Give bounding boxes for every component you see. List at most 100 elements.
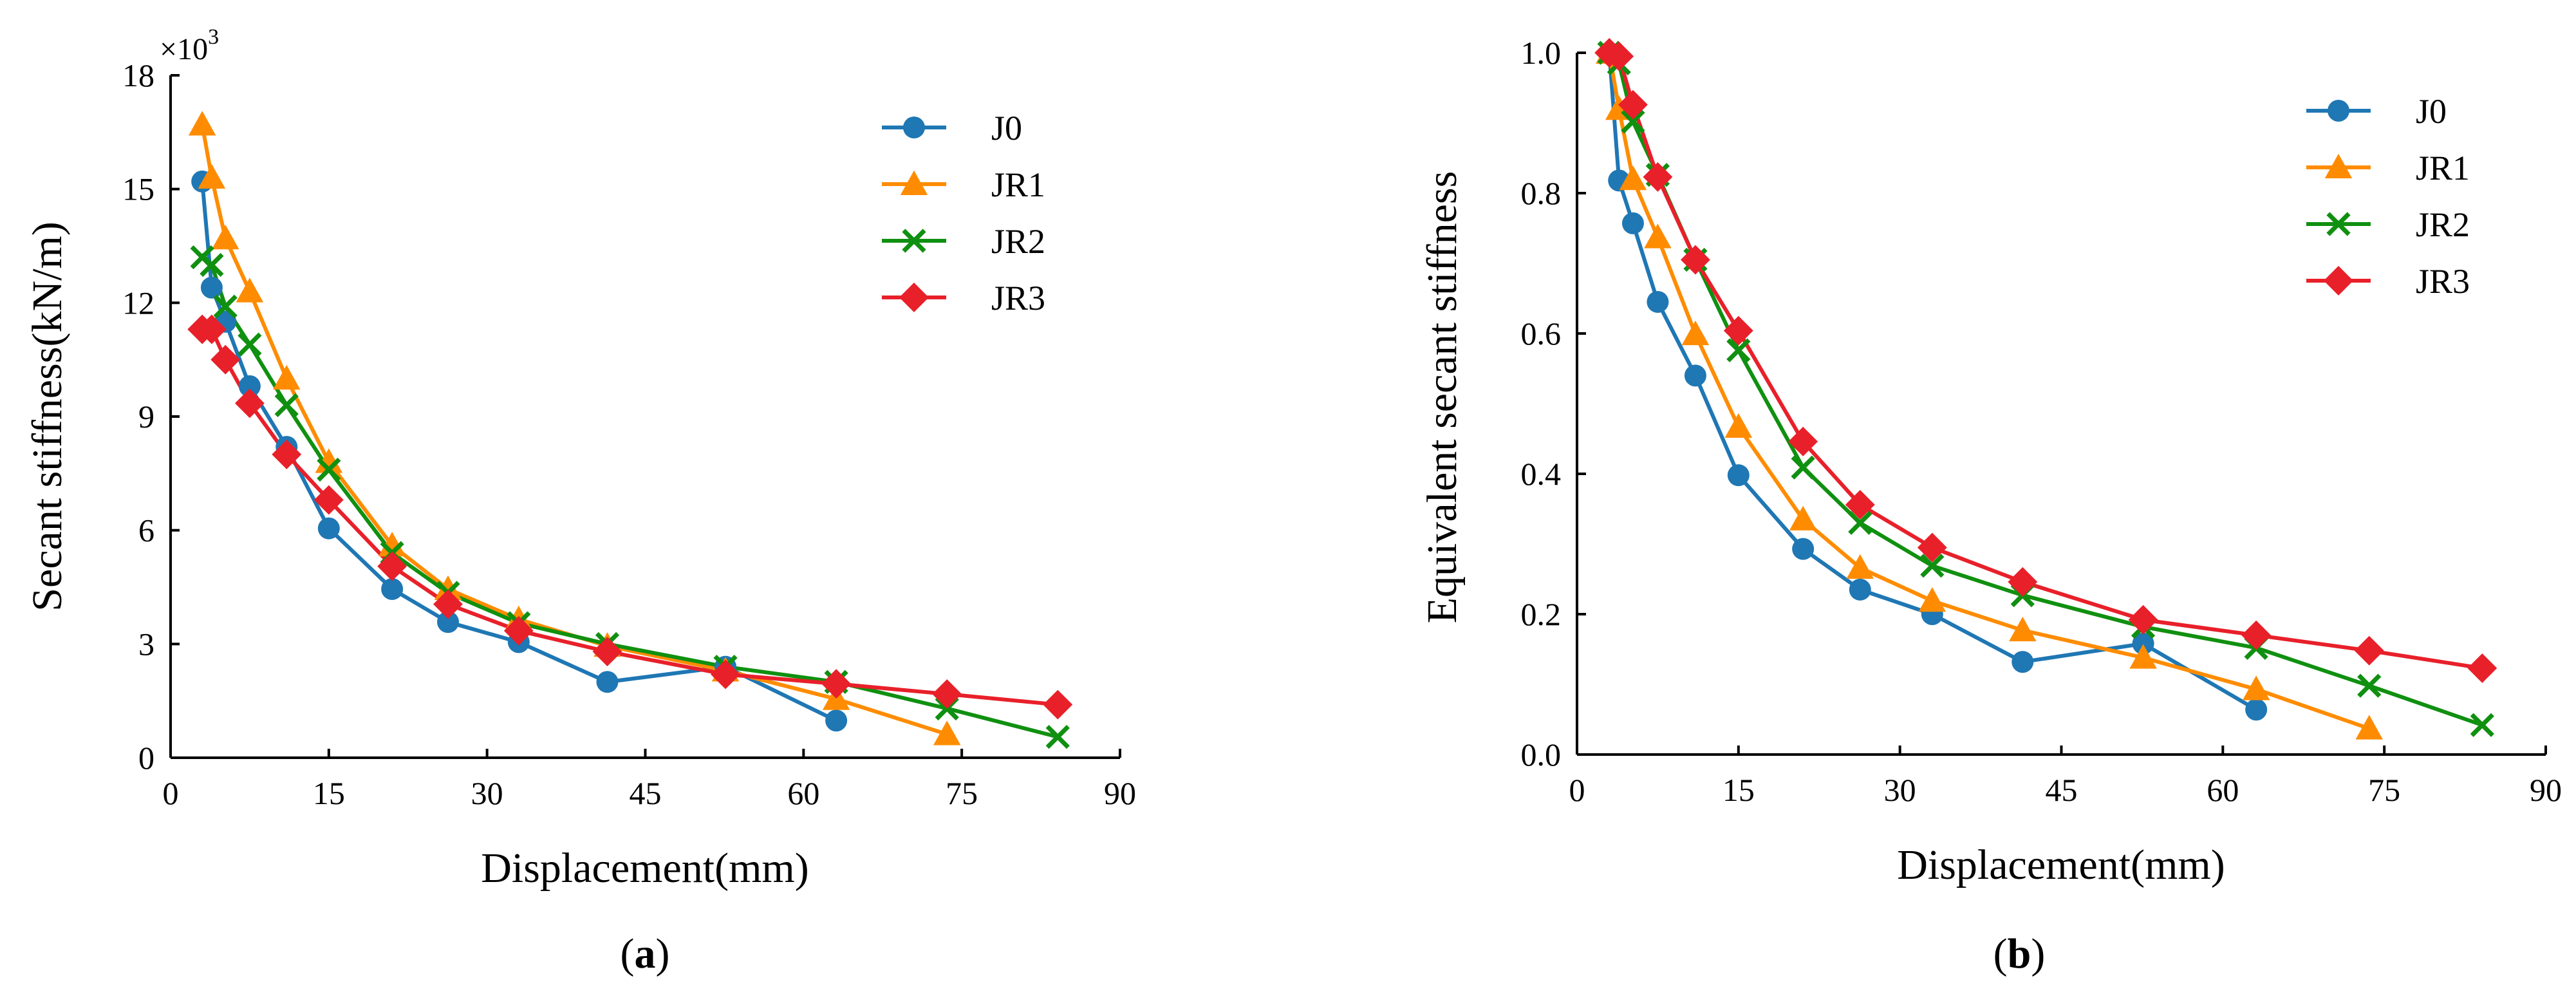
- panel-a-legend-jr3-marker: [899, 283, 929, 312]
- panel-b-series-jr3-point: [1618, 89, 1648, 120]
- panel-b-legend-jr2-label: JR2: [2416, 205, 2470, 244]
- panel-a-y-tick-label: 6: [138, 512, 154, 549]
- panel-a-legend-jr1-label: JR1: [991, 165, 1045, 204]
- panel-a-series-jr3-point: [433, 589, 463, 619]
- panel-b-x-tick-label: 60: [2207, 772, 2239, 808]
- panel-b-series-layer: [1594, 38, 2497, 740]
- panel-b-series-jr1-point: [1846, 554, 1874, 579]
- panel-b-series-jr3-point: [1643, 162, 1673, 192]
- panel-b-caption: (b): [1993, 930, 2046, 977]
- panel-b-series-jr1-point: [2009, 616, 2037, 642]
- panel-b-x-tick-label: 0: [1569, 772, 1585, 808]
- panel-a-series-jr3-point: [1043, 690, 1073, 720]
- panel-b-series-jr3-point: [2128, 605, 2158, 635]
- panel-a-series-j0-point: [825, 709, 848, 732]
- panel-b-series-j0-point: [1727, 464, 1750, 487]
- panel-b-y-tick-label: 0.0: [1521, 736, 1562, 773]
- panel-a-multiplier-base: ×10: [160, 32, 208, 66]
- panel-b-legend-jr3-label: JR3: [2416, 262, 2470, 301]
- panel-b-y-tick-label: 0.6: [1521, 315, 1562, 352]
- panel-b-series-j0-point: [2245, 699, 2268, 721]
- panel-b-series-jr1-point: [2355, 715, 2384, 740]
- panel-a-y-tick-label: 15: [122, 171, 154, 207]
- panel-b-legend-jr1-marker: [2324, 153, 2353, 178]
- panel-b-y-tick-label: 0.8: [1521, 175, 1562, 211]
- panel-a-caption-letter: a: [635, 930, 656, 977]
- panel-a-series-jr3-point: [932, 679, 962, 709]
- panel-a-series-layer: [187, 111, 1073, 749]
- panel-b-equivalent-secant-stiffness: 0 15 30 45 60 75 90 0.0 0.2 0.4 0.6 0.8 1.0 Displace…: [1419, 35, 2562, 977]
- panel-a-series-j0-point: [381, 577, 404, 600]
- panel-b-x-axis-title: Displacement(mm): [1897, 841, 2225, 888]
- panel-a-series-jr1-point: [211, 224, 239, 250]
- panel-a-y-axis-title: Secant stiffness(kN/m): [24, 221, 71, 612]
- panel-a-series-jr1-point: [933, 720, 961, 746]
- panel-a-series-jr2-point: [213, 294, 238, 319]
- panel-b-x-tick-label: 90: [2530, 772, 2562, 808]
- panel-a-series-jr2-point: [317, 457, 341, 482]
- panel-a-ticks: 0 15 30 45 60 75 90 0 3 6 9 12 15 18: [122, 57, 1136, 811]
- panel-a-y-multiplier: ×103: [160, 25, 219, 66]
- panel-a-y-tick-label: 3: [138, 626, 154, 662]
- panel-a-legend-jr1-marker: [900, 170, 928, 195]
- panel-a-x-axis-title: Displacement(mm): [481, 845, 809, 892]
- panel-b-legend-jr3-marker: [2324, 266, 2353, 296]
- panel-a-legend: J0 JR1 JR2 JR3: [882, 109, 1045, 317]
- panel-b-x-tick-label: 75: [2368, 772, 2400, 808]
- panel-b-series-j0-point: [1647, 290, 1669, 313]
- panel-b-series-jr2-point: [1791, 455, 1815, 480]
- panel-a-series-jr1-point: [315, 448, 343, 473]
- panel-a-series-j0-point: [238, 375, 261, 397]
- panel-a-series-jr1-point: [378, 531, 406, 557]
- panel-b-series-jr1-point: [1681, 320, 1710, 346]
- panel-a-y-tick-label: 9: [138, 399, 154, 435]
- panel-a-x-tick-label: 0: [163, 775, 179, 811]
- panel-a-x-tick-label: 15: [313, 775, 345, 811]
- panel-a-y-tick-label: 18: [122, 57, 154, 93]
- panel-a-series-jr2-point: [274, 393, 299, 417]
- panel-a-series-jr3-point: [272, 439, 302, 469]
- panel-b-y-tick-label: 0.2: [1521, 596, 1562, 632]
- panel-b-x-tick-label: 30: [1884, 772, 1916, 808]
- panel-b-series-j0-point: [1792, 538, 1815, 560]
- panel-b-y-tick-label: 1.0: [1521, 35, 1562, 71]
- panel-a-series-jr3-point: [196, 314, 227, 344]
- panel-b-series-jr2-point: [1848, 511, 1872, 535]
- panel-a-series-jr3-point: [821, 669, 852, 699]
- panel-b-series-jr3-point: [1723, 315, 1753, 346]
- panel-a-series-j0-point: [317, 517, 340, 539]
- panel-a-x-tick-label: 75: [946, 775, 978, 811]
- panel-b-x-tick-label: 15: [1722, 772, 1755, 808]
- panel-b-series-jr3-point: [2467, 653, 2497, 683]
- panel-a-series-jr1-point: [273, 364, 301, 390]
- panel-a-legend-jr2-marker: [902, 229, 926, 253]
- panel-b-series-jr3-point: [1680, 245, 1710, 275]
- panel-a-series-jr1-point: [198, 164, 226, 189]
- panel-b-series-j0-point: [1621, 212, 1644, 234]
- panel-a-series-j0-point: [596, 671, 619, 693]
- panel-b-series-j0-point: [2132, 632, 2154, 655]
- panel-b-series-jr2-point: [1920, 554, 1945, 578]
- panel-b-series-j0-point: [2011, 651, 2034, 673]
- panel-a-x-tick-label: 45: [630, 775, 662, 811]
- panel-a-caption: (a): [621, 930, 670, 977]
- panel-b-series-jr2-point: [2470, 713, 2494, 737]
- panel-a-x-tick-label: 60: [787, 775, 819, 811]
- panel-b-legend-j0-marker: [2328, 100, 2349, 122]
- panel-b-series-jr1-point: [2242, 675, 2270, 700]
- panel-b-legend-j0-label: J0: [2416, 92, 2447, 131]
- panel-b-y-axis-title: Equivalent secant stiffness: [1419, 171, 1466, 624]
- panel-a-series-jr2-point: [200, 252, 224, 277]
- panel-b-series-jr2-point: [2357, 673, 2382, 698]
- panel-b-series-jr1-point: [1789, 505, 1817, 530]
- panel-a-series-jr3-point: [313, 485, 344, 515]
- panel-a-y-tick-label: 0: [138, 740, 154, 776]
- panel-a-legend-jr2-label: JR2: [991, 222, 1045, 261]
- panel-b-series-jr2-line: [1607, 51, 2483, 727]
- panel-a-multiplier-exponent: 3: [208, 25, 219, 49]
- panel-a-legend-j0-label: J0: [991, 109, 1022, 147]
- panel-b-series-jr3-point: [2241, 620, 2272, 650]
- panel-b-series-jr1-point: [1644, 223, 1672, 249]
- panel-b-series-jr1-point: [2129, 644, 2157, 669]
